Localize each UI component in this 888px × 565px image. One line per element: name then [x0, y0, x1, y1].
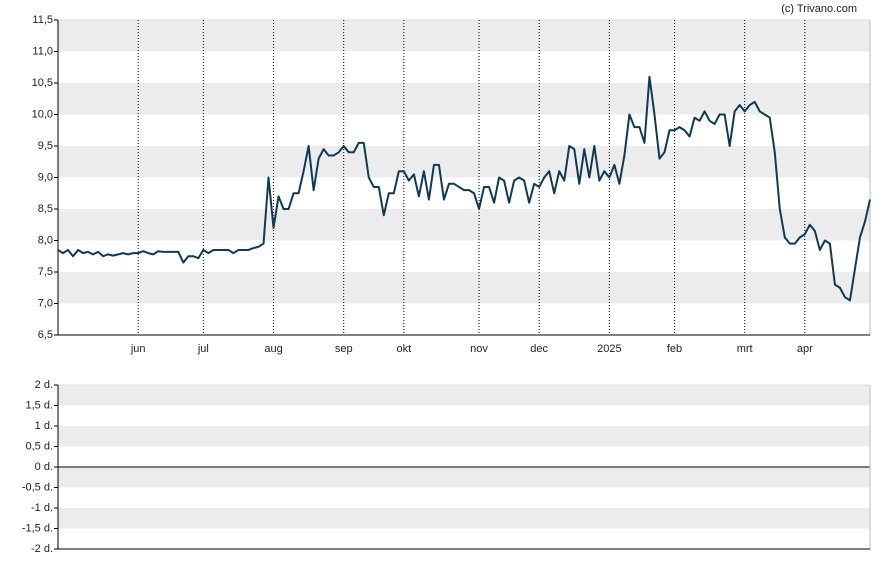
x-tick-label: 2025	[597, 343, 621, 355]
x-tick-label: sep	[335, 343, 353, 355]
y-tick-label: -0,5 d.	[22, 481, 53, 493]
credit: (c) Trivano.com	[781, 3, 857, 15]
y-tick-label: 2 d.	[35, 379, 53, 391]
grid-band	[58, 467, 870, 488]
x-tick-label: mrt	[737, 343, 753, 355]
y-tick-label: 11,5	[32, 14, 53, 26]
y-tick-label: 7,0	[38, 297, 53, 309]
x-tick-label: nov	[470, 343, 488, 355]
y-tick-label: -1 d.	[31, 502, 53, 514]
y-tick-label: 8,5	[38, 203, 53, 215]
grid-band	[58, 385, 870, 406]
y-tick-label: 1 d.	[35, 420, 53, 432]
y-tick-label: 10,5	[32, 77, 53, 89]
y-tick-label: -2 d.	[31, 543, 53, 555]
x-tick-label: apr	[797, 343, 813, 355]
x-tick-label: jun	[130, 343, 146, 355]
grid-band	[58, 426, 870, 447]
grid-band	[58, 146, 870, 178]
y-tick-label: 9,0	[38, 171, 53, 183]
grid-band	[58, 20, 870, 52]
grid-band	[58, 209, 870, 241]
y-tick-label: -1,5 d.	[22, 522, 53, 534]
y-tick-label: 8,0	[38, 234, 53, 246]
y-tick-label: 1,5 d.	[25, 399, 53, 411]
grid-band	[58, 272, 870, 304]
x-tick-label: okt	[397, 343, 412, 355]
y-tick-label: 11,0	[32, 45, 53, 57]
price-line	[57, 75, 871, 302]
x-tick-label: aug	[264, 343, 282, 355]
y-tick-label: 0 d.	[35, 461, 53, 473]
y-tick-label: 7,5	[38, 266, 53, 278]
x-tick-label: dec	[530, 343, 548, 355]
grid-band	[58, 508, 870, 529]
x-tick-label: feb	[667, 343, 682, 355]
grid-band	[58, 83, 870, 115]
y-tick-label: 9,5	[38, 140, 53, 152]
x-tick-label: jul	[197, 343, 209, 355]
y-tick-label: 6,5	[38, 329, 53, 341]
y-tick-label: 0,5 d.	[25, 440, 53, 452]
y-tick-label: 10,0	[32, 108, 53, 120]
